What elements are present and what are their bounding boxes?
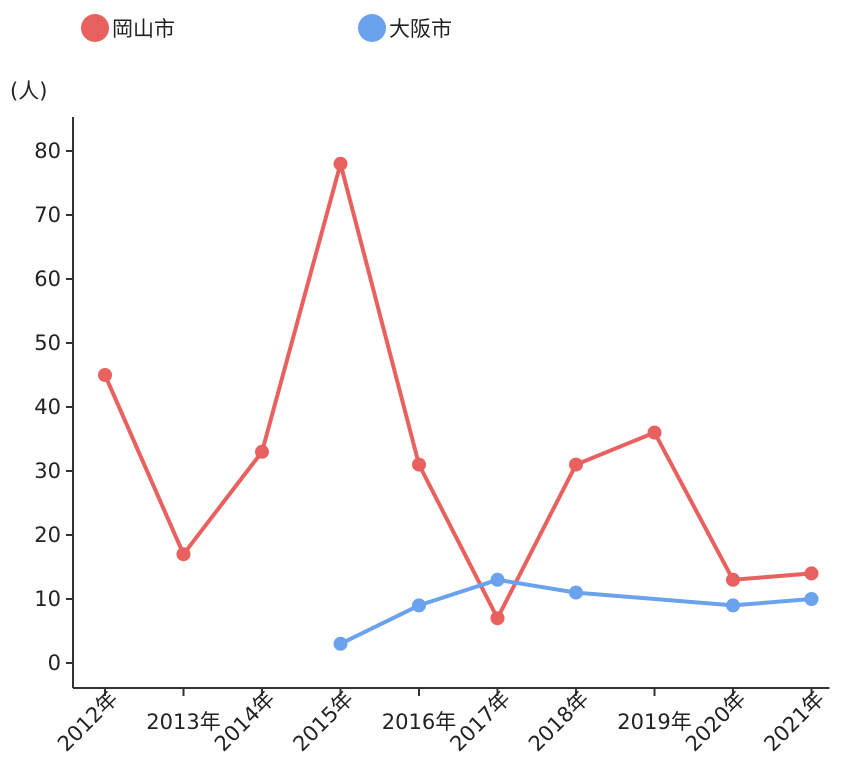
y-tick-label: 40 — [34, 395, 61, 419]
data-point — [490, 572, 505, 587]
x-tick-label: 2016年 — [382, 710, 456, 734]
legend: 岡山市 大阪市 — [81, 14, 452, 42]
data-point — [255, 444, 269, 459]
data-point — [412, 598, 426, 613]
y-tick-label: 10 — [34, 587, 61, 611]
data-point — [804, 592, 819, 606]
y-axis-unit-label: (人) — [10, 79, 47, 103]
data-point — [569, 585, 583, 600]
series-line — [339, 577, 812, 646]
legend-swatch — [358, 14, 386, 42]
data-point — [333, 636, 348, 651]
y-tick-label: 60 — [34, 267, 61, 291]
data-point — [176, 547, 191, 562]
x-tick-label: 2018年 — [524, 687, 594, 757]
x-tick-label: 2019年 — [617, 710, 691, 734]
data-point — [569, 457, 583, 472]
data-point — [804, 566, 819, 581]
series-1 — [98, 156, 819, 626]
data-point — [333, 156, 348, 171]
data-point — [647, 425, 662, 440]
legend-item-2: 大阪市 — [358, 14, 452, 42]
y-tick-label: 70 — [34, 203, 61, 227]
data-point — [98, 368, 112, 382]
x-tick-label: 2012年 — [53, 687, 123, 757]
legend-label: 大阪市 — [389, 17, 452, 41]
x-tick-label: 2013年 — [146, 710, 220, 734]
data-point — [726, 598, 740, 613]
legend-label: 岡山市 — [112, 17, 175, 41]
x-tick-label: 2021年 — [759, 687, 829, 757]
y-tick-label: 80 — [34, 139, 61, 163]
data-point — [412, 457, 426, 472]
legend-swatch — [81, 14, 109, 42]
series-layer — [98, 156, 819, 651]
legend-item-1: 岡山市 — [81, 14, 175, 42]
y-tick-label: 30 — [34, 459, 61, 483]
y-tick-label: 20 — [34, 523, 61, 547]
y-tick-label: 50 — [34, 331, 61, 355]
series-2 — [333, 572, 819, 651]
data-point — [726, 572, 740, 587]
x-tick-label: 2015年 — [288, 687, 358, 757]
data-point — [490, 611, 505, 626]
series-line — [103, 161, 812, 621]
y-tick-label: 0 — [48, 651, 61, 675]
